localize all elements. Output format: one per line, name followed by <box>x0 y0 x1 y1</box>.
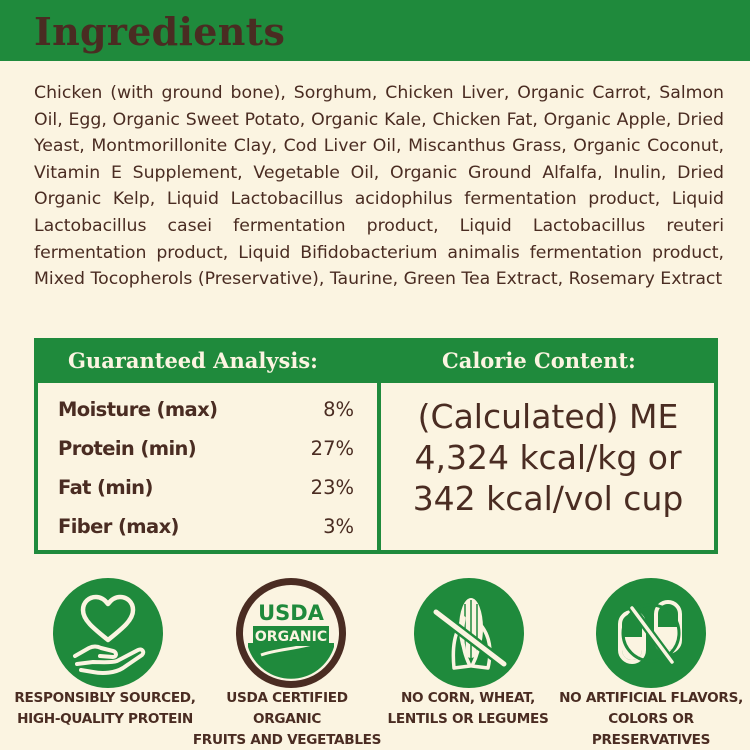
analysis-row-fiber: Fiber (max) 3% <box>58 515 354 545</box>
page-title: Ingredients <box>34 9 286 54</box>
calorie-line: (Calculated) ME <box>417 397 679 436</box>
calorie-content-text: (Calculated) ME 4,324 kcal/kg or 342 kca… <box>383 396 713 519</box>
badge-caption-no-artificial: NO ARTIFICIAL FLAVORS, COLORS OR PRESERV… <box>559 690 743 748</box>
panel-divider <box>377 342 381 550</box>
analysis-value: 23% <box>310 476 354 499</box>
panel-header: Guaranteed Analysis: Calorie Content: <box>38 342 714 383</box>
analysis-label: Fat (min) <box>58 476 153 499</box>
analysis-row-protein: Protein (min) 27% <box>58 437 354 467</box>
analysis-label: Fiber (max) <box>58 515 179 538</box>
badge-caption-protein: RESPONSIBLY SOURCED, HIGH-QUALITY PROTEI… <box>14 690 196 727</box>
badge-caption-organic: USDA CERTIFIED ORGANIC FRUITS AND VEGETA… <box>192 690 382 748</box>
analysis-row-moisture: Moisture (max) 8% <box>58 398 354 428</box>
analysis-label: Moisture (max) <box>58 398 218 421</box>
guaranteed-analysis-title: Guaranteed Analysis: <box>68 348 318 373</box>
analysis-value: 27% <box>310 437 354 460</box>
nutrition-panel: Guaranteed Analysis: Calorie Content: Mo… <box>34 338 718 554</box>
analysis-value: 8% <box>323 398 354 421</box>
analysis-label: Protein (min) <box>58 437 197 460</box>
seal-usda-text: USDA <box>258 601 325 625</box>
heart-hand-icon <box>53 578 163 688</box>
calorie-line: 4,324 kcal/kg or <box>414 438 682 477</box>
seal-organic-text: ORGANIC <box>255 629 327 645</box>
analysis-row-fat: Fat (min) 23% <box>58 476 354 506</box>
no-capsule-icon <box>596 578 706 688</box>
header-bar: Ingredients <box>0 0 750 61</box>
calorie-content-title: Calorie Content: <box>442 348 636 373</box>
badge-caption-no-corn: NO CORN, WHEAT, LENTILS OR LEGUMES <box>387 690 549 727</box>
usda-organic-seal: USDA ORGANIC <box>236 578 346 688</box>
analysis-value: 3% <box>323 515 354 538</box>
calorie-line: 342 kcal/vol cup <box>412 479 684 518</box>
ingredients-list: Chicken (with ground bone), Sorghum, Chi… <box>34 83 724 290</box>
no-corn-icon <box>414 578 524 688</box>
